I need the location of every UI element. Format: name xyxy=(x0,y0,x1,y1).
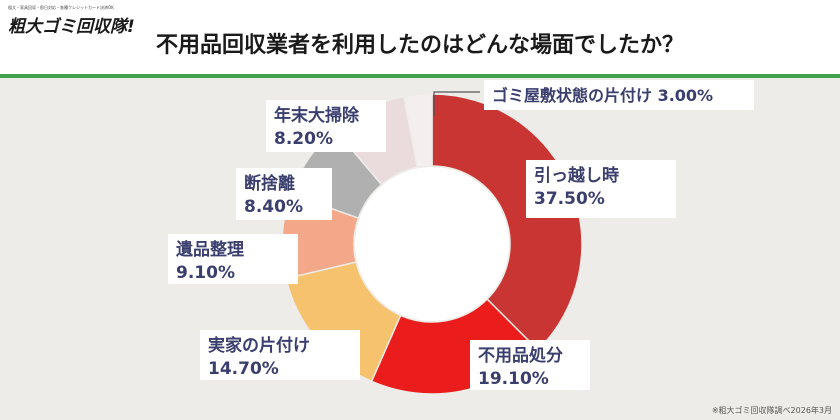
data-label-value: 37.50% xyxy=(534,189,605,209)
data-label-box xyxy=(200,330,360,380)
data-label: 引っ越し時 37.50% xyxy=(526,160,676,218)
data-label: 年末大掃除 8.20% xyxy=(266,100,386,152)
data-label-box xyxy=(236,168,332,220)
donut-slice xyxy=(403,93,433,169)
data-label-name: 断捨離 xyxy=(244,173,295,194)
header-bar xyxy=(0,0,840,74)
data-label-value: 8.20% xyxy=(274,129,333,149)
logo-text: 粗大ゴミ回収隊! xyxy=(8,17,135,37)
data-label-value: 19.10% xyxy=(478,369,549,389)
data-label-name: 実家の片付け xyxy=(208,335,310,356)
data-label: 不用品処分 19.10% xyxy=(470,340,590,390)
brand-logo: 粗大・家具回収・即日対応・各種クレジットカード決済OK 粗大ゴミ回収隊! xyxy=(8,4,158,37)
data-label-box xyxy=(266,100,386,152)
data-label: 遺品整理 9.10% xyxy=(168,234,298,284)
data-label-value: 9.10% xyxy=(176,263,235,283)
data-label: ゴミ屋敷状態の片付け 3.00% xyxy=(484,80,754,110)
data-label-box xyxy=(484,80,754,110)
data-label-box xyxy=(470,340,590,390)
footnote: ※粗大ゴミ回収隊調べ2026年3月 xyxy=(711,406,832,415)
data-label-text: ゴミ屋敷状態の片付け 3.00% xyxy=(492,86,713,105)
data-label-name: 遺品整理 xyxy=(176,239,244,260)
data-label-value: 8.40% xyxy=(244,197,303,217)
donut-hole xyxy=(355,167,509,321)
data-label-name: 不用品処分 xyxy=(478,346,563,366)
logo-tagline: 粗大・家具回収・即日対応・各種クレジットカード決済OK xyxy=(8,5,114,10)
donut-slice xyxy=(431,93,583,352)
header-divider xyxy=(0,74,840,78)
page-title: 不用品回収業者を利用したのはどんな場面でしたか？ xyxy=(155,33,684,58)
data-label-name: 年末大掃除 xyxy=(274,105,360,126)
data-label: 実家の片付け 14.70% xyxy=(200,330,360,380)
leader-line xyxy=(433,91,480,116)
data-label-value: 14.70% xyxy=(208,359,279,379)
data-label-box xyxy=(526,160,676,218)
data-label-name: 引っ越し時 xyxy=(534,165,619,186)
data-label-box xyxy=(168,234,298,284)
data-label: 断捨離 8.40% xyxy=(236,168,332,220)
